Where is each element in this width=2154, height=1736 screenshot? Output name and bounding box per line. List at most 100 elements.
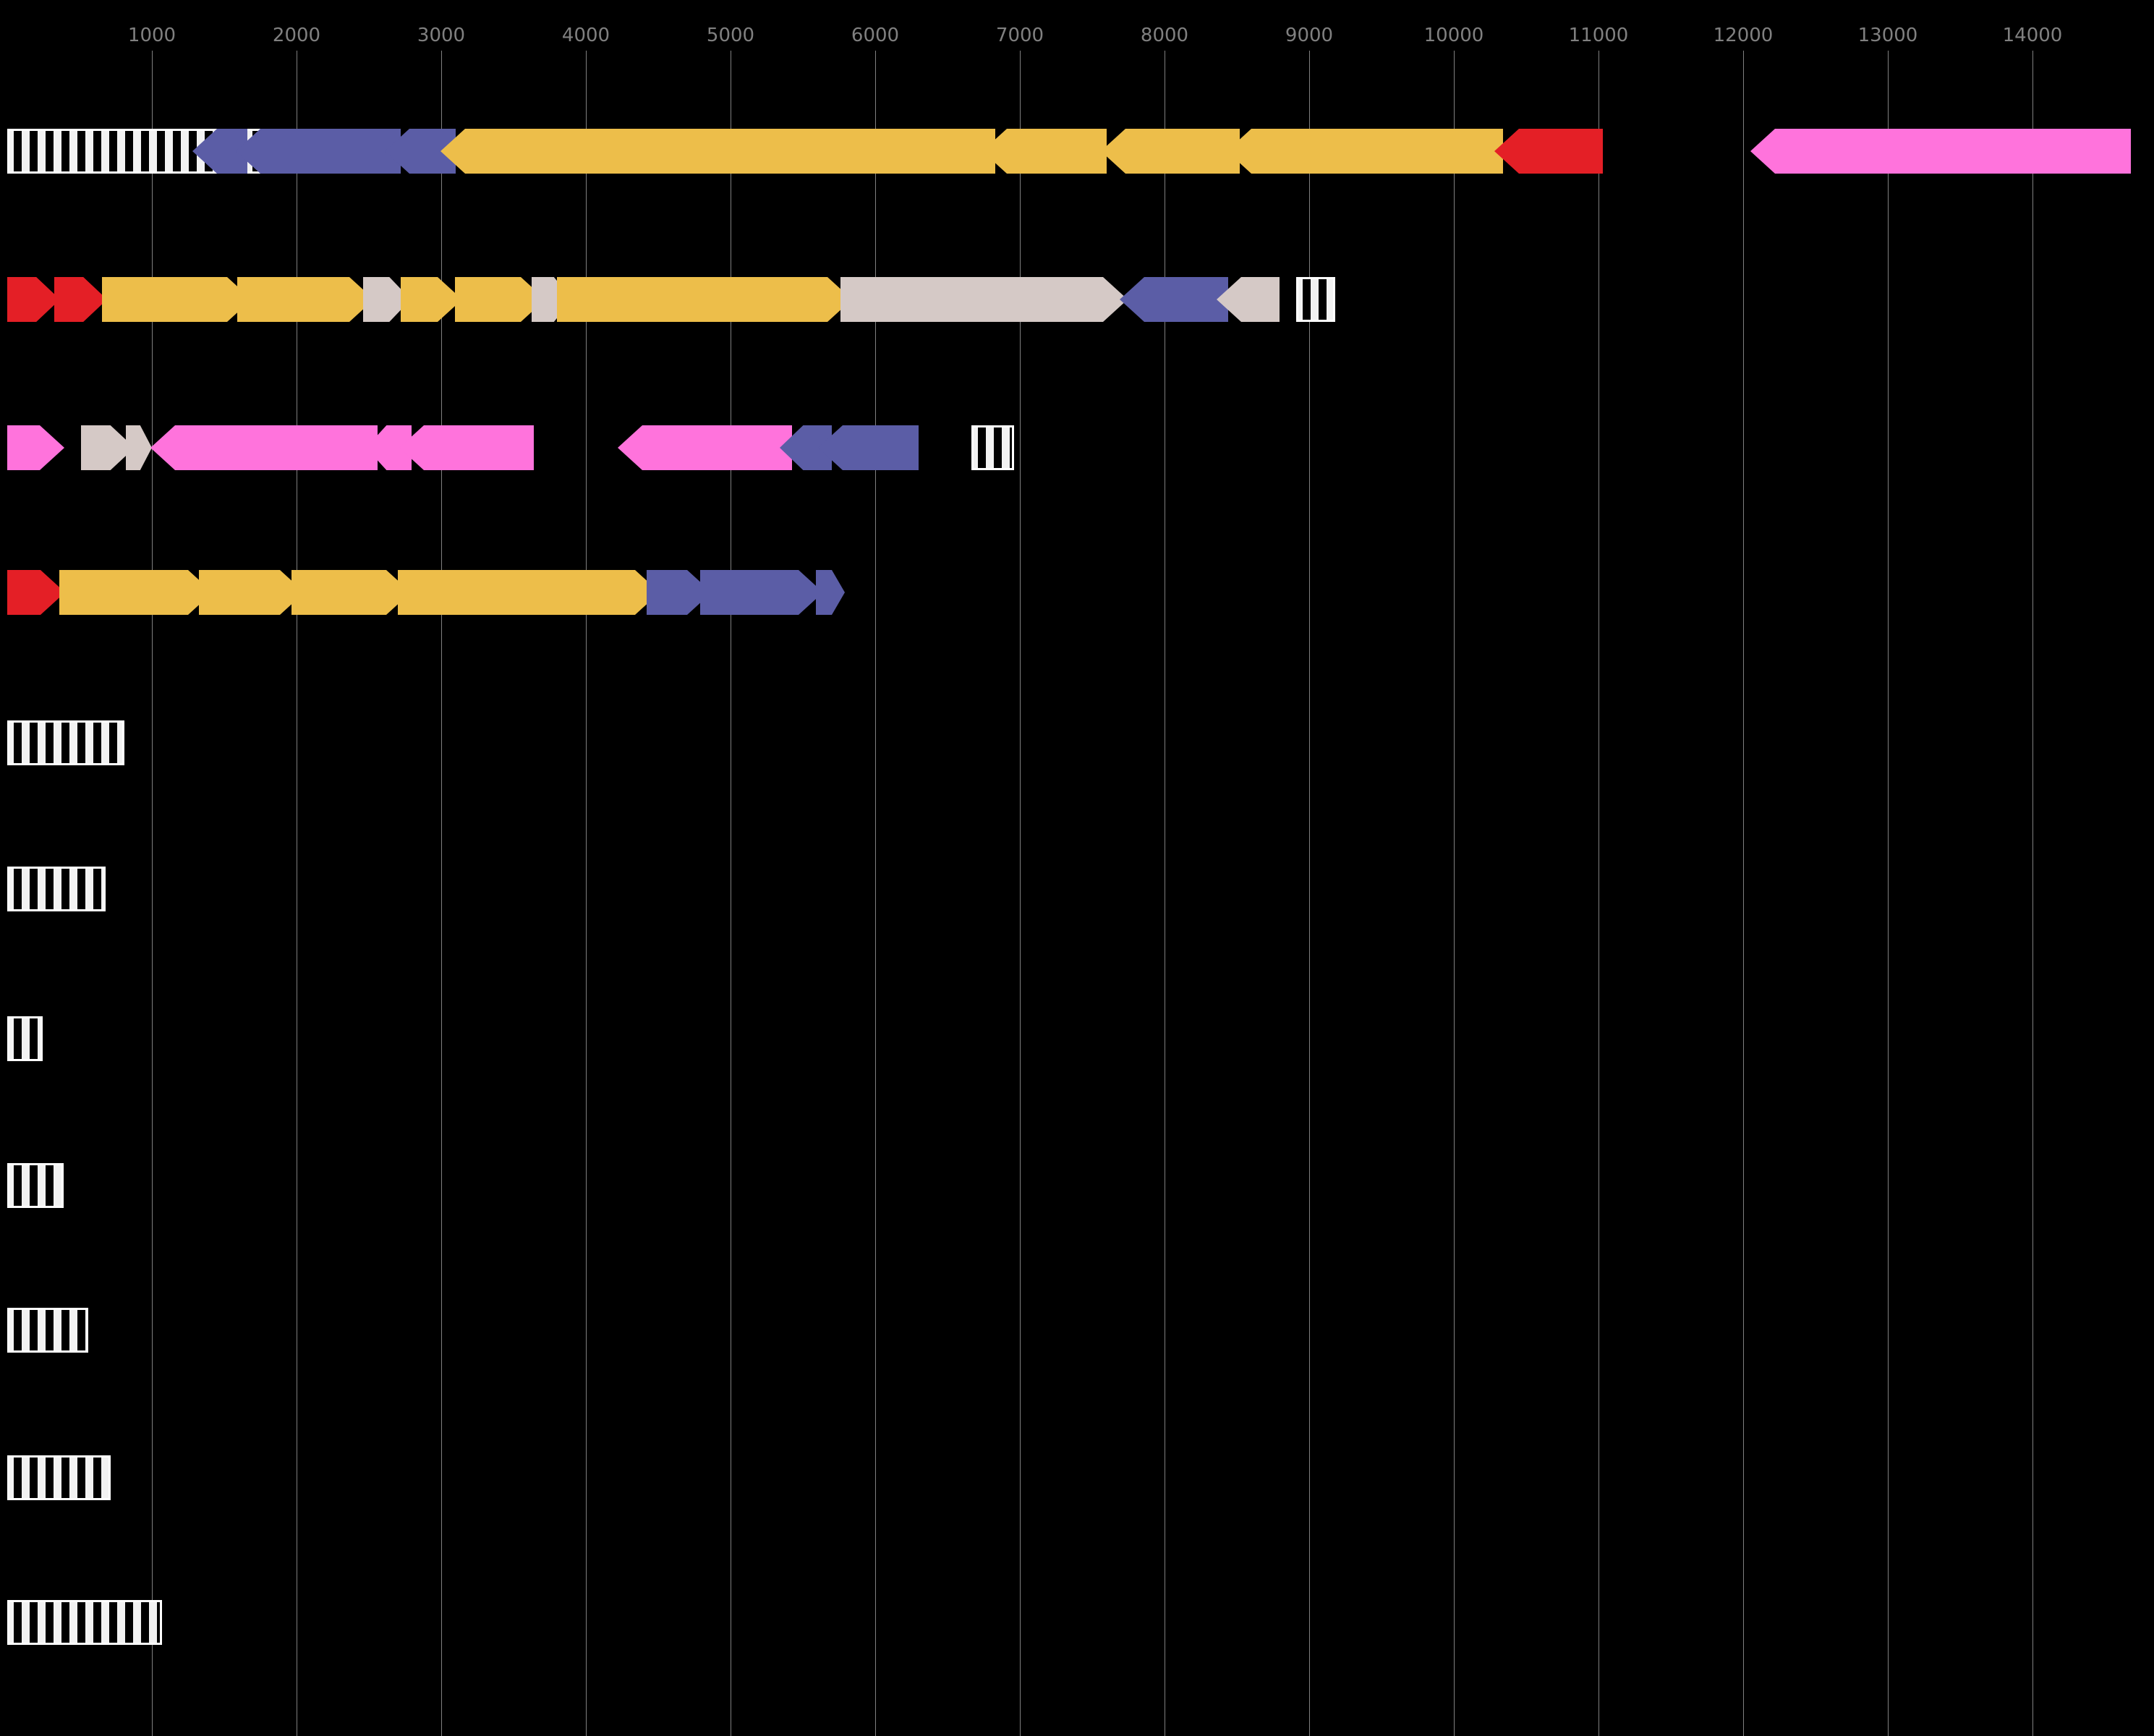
hatched-region[interactable] — [7, 1600, 162, 1645]
hatch-stripe — [30, 1458, 38, 1498]
axis-tick-mark-14000 — [2032, 51, 2033, 64]
gene-arrow-gold-forward[interactable] — [291, 570, 411, 615]
axis-tick-mark-4000 — [586, 51, 587, 64]
gene-arrow-pink-reverse[interactable] — [618, 425, 792, 470]
gridline-12000 — [1743, 51, 1744, 1736]
gene-arrow-blue-reverse[interactable] — [236, 129, 401, 174]
gene-arrow-blue-forward[interactable] — [816, 570, 845, 615]
gene-arrow-gold-reverse[interactable] — [440, 129, 995, 174]
gene-arrow-blue-reverse[interactable] — [818, 425, 919, 470]
axis-tick-mark-7000 — [1020, 51, 1021, 64]
gene-arrow-pink-forward[interactable] — [7, 425, 64, 470]
hatched-region[interactable] — [7, 1455, 111, 1500]
hatch-stripe — [30, 869, 38, 909]
hatch-stripe — [61, 1458, 69, 1498]
hatch-stripe — [46, 723, 54, 763]
axis-tick-label-14000: 14000 — [2002, 25, 2063, 46]
gene-arrow-gold-forward[interactable] — [59, 570, 213, 615]
gene-arrow-gold-forward[interactable] — [401, 277, 462, 322]
hatch-stripe — [157, 131, 165, 171]
gene-arrow-gold-forward[interactable] — [102, 277, 252, 322]
gene-arrow-pink-reverse[interactable] — [1750, 129, 2131, 174]
hatch-stripe — [46, 869, 54, 909]
hatch-stripe — [14, 723, 22, 763]
hatch-stripe — [30, 1018, 38, 1059]
axis-tick-mark-13000 — [1888, 51, 1889, 64]
hatch-stripe — [77, 723, 85, 763]
hatch-stripe — [77, 1310, 85, 1350]
axis-tick-mark-9000 — [1309, 51, 1310, 64]
hatch-stripe — [61, 723, 69, 763]
hatch-stripe — [93, 1602, 101, 1643]
gene-arrow-pink-reverse[interactable] — [150, 425, 378, 470]
hatch-stripe — [1319, 279, 1327, 320]
gene-arrow-gold-reverse[interactable] — [1101, 129, 1240, 174]
hatch-stripe — [93, 869, 101, 909]
hatch-stripe — [1010, 427, 1012, 468]
axis-tick-label-3000: 3000 — [417, 25, 466, 46]
hatch-stripe — [93, 723, 101, 763]
gene-arrow-blue-reverse[interactable] — [1120, 277, 1228, 322]
hatch-stripe — [46, 1602, 54, 1643]
gene-arrow-red-reverse[interactable] — [1494, 129, 1603, 174]
gridline-13000 — [1888, 51, 1889, 1736]
gene-arrow-pink-reverse[interactable] — [399, 425, 534, 470]
hatch-stripe — [46, 1458, 54, 1498]
gene-arrow-gold-reverse[interactable] — [1227, 129, 1503, 174]
gene-arrow-blue-forward[interactable] — [700, 570, 823, 615]
hatch-stripe — [61, 869, 69, 909]
hatch-stripe — [14, 1018, 22, 1059]
hatch-stripe — [46, 131, 54, 171]
axis-tick-mark-6000 — [875, 51, 876, 64]
hatch-stripe — [93, 131, 101, 171]
hatched-region[interactable] — [1296, 277, 1335, 322]
hatch-stripe — [61, 131, 69, 171]
hatch-stripe — [14, 1602, 22, 1643]
track-9 — [0, 1308, 2154, 1353]
axis-tick-mark-12000 — [1743, 51, 1744, 64]
gene-arrow-red-forward[interactable] — [7, 570, 65, 615]
track-3 — [0, 425, 2154, 470]
hatch-stripe — [994, 427, 1002, 468]
track-1 — [0, 129, 2154, 174]
gene-arrow-beige-forward[interactable] — [126, 425, 152, 470]
hatch-stripe — [125, 1602, 133, 1643]
gene-arrow-gold-reverse[interactable] — [982, 129, 1107, 174]
hatched-region[interactable] — [7, 1016, 43, 1061]
gene-arrow-gold-forward[interactable] — [398, 570, 660, 615]
hatch-stripe — [141, 131, 149, 171]
hatch-stripe — [77, 131, 85, 171]
hatched-region[interactable] — [7, 1308, 88, 1353]
gene-arrow-beige-forward[interactable] — [840, 277, 1128, 322]
hatch-stripe — [14, 1310, 22, 1350]
hatched-region[interactable] — [7, 867, 106, 911]
axis-tick-label-7000: 7000 — [995, 25, 1044, 46]
axis-tick-label-2000: 2000 — [272, 25, 321, 46]
gene-arrow-red-forward[interactable] — [54, 277, 107, 322]
axis-tick-label-6000: 6000 — [851, 25, 900, 46]
track-4 — [0, 570, 2154, 615]
gene-arrow-gold-forward[interactable] — [557, 277, 852, 322]
gridline-7000 — [1020, 51, 1021, 1736]
gene-arrow-red-forward[interactable] — [7, 277, 60, 322]
gridline-3000 — [441, 51, 442, 1736]
hatch-stripe — [157, 1602, 160, 1643]
hatch-stripe — [93, 1458, 101, 1498]
gridline-10000 — [1454, 51, 1455, 1736]
axis-tick-label-13000: 13000 — [1857, 25, 1918, 46]
hatch-stripe — [109, 131, 117, 171]
track-6 — [0, 867, 2154, 911]
gene-arrow-gold-forward[interactable] — [237, 277, 374, 322]
hatched-region[interactable] — [7, 720, 124, 765]
gridline-14000 — [2032, 51, 2033, 1736]
hatch-stripe — [14, 131, 22, 171]
hatch-stripe — [46, 1165, 54, 1206]
gene-arrow-gold-forward[interactable] — [199, 570, 305, 615]
hatched-region[interactable] — [971, 425, 1014, 470]
axis-tick-label-4000: 4000 — [561, 25, 610, 46]
hatched-region[interactable] — [7, 1163, 64, 1208]
axis-tick-label-10000: 10000 — [1423, 25, 1484, 46]
hatch-stripe — [46, 1310, 54, 1350]
track-5 — [0, 720, 2154, 765]
